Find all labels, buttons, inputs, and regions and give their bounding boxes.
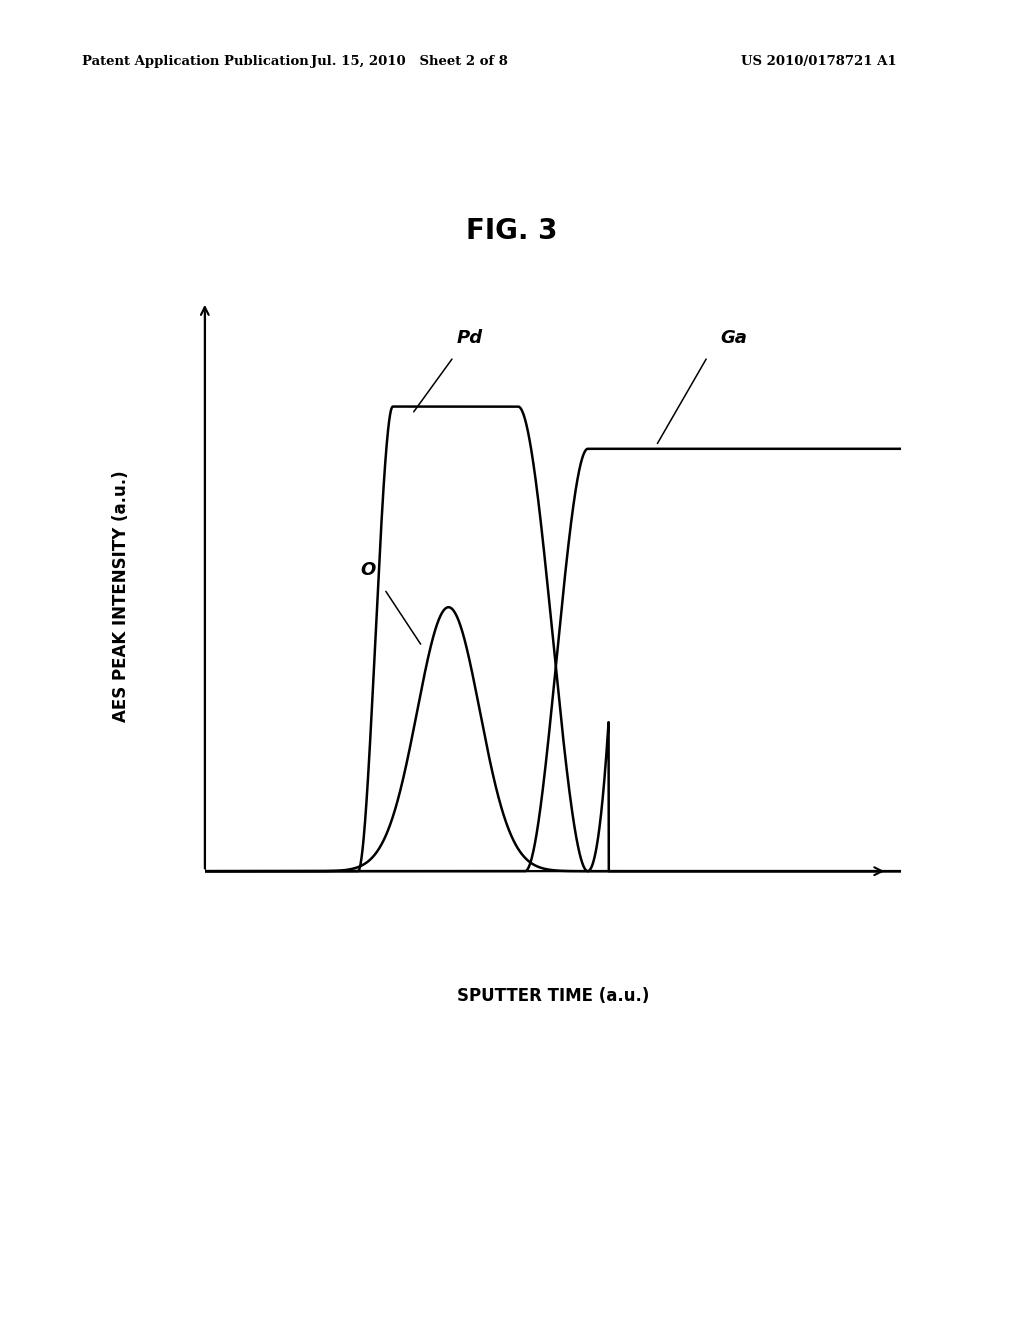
Text: US 2010/0178721 A1: US 2010/0178721 A1	[741, 55, 897, 69]
Text: Jul. 15, 2010   Sheet 2 of 8: Jul. 15, 2010 Sheet 2 of 8	[311, 55, 508, 69]
Text: AES PEAK INTENSITY (a.u.): AES PEAK INTENSITY (a.u.)	[113, 471, 130, 722]
Text: Pd: Pd	[457, 329, 482, 347]
Text: Patent Application Publication: Patent Application Publication	[82, 55, 308, 69]
Text: FIG. 3: FIG. 3	[466, 216, 558, 246]
Text: SPUTTER TIME (a.u.): SPUTTER TIME (a.u.)	[457, 987, 649, 1006]
Text: Ga: Ga	[721, 329, 748, 347]
Text: O: O	[360, 561, 376, 579]
